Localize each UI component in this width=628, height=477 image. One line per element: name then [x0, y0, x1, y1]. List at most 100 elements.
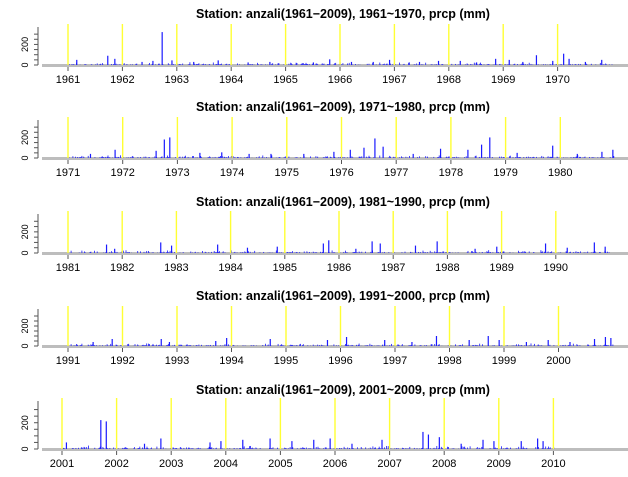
precip-bar: [369, 343, 371, 346]
precip-bar: [503, 251, 505, 253]
precip-bar: [386, 446, 387, 449]
precip-bar: [479, 343, 481, 346]
precip-bar: [187, 156, 189, 158]
precip-bar: [522, 251, 524, 253]
precip-bar: [421, 448, 422, 449]
precip-bar: [99, 446, 101, 449]
precip-peak-bar: [388, 59, 391, 65]
precip-bar: [575, 251, 577, 253]
precip-bar: [351, 156, 353, 158]
precip-bar: [451, 63, 453, 65]
precip-bar: [302, 63, 303, 65]
precip-bar: [434, 251, 436, 253]
precip-peak-bar: [436, 241, 438, 253]
precip-bar: [155, 64, 157, 65]
precip-bar: [550, 64, 552, 65]
precip-bar: [447, 446, 448, 449]
precip-bar: [389, 155, 391, 158]
precip-bar: [224, 344, 226, 346]
precip-bar: [250, 345, 252, 346]
panel-3: Station: anzali(1961−2009), 1981~1990, p…: [20, 195, 628, 274]
precip-bar: [547, 251, 549, 253]
precip-bar: [517, 64, 518, 65]
precip-bar: [268, 252, 270, 253]
precip-bar: [102, 156, 103, 158]
precip-bar: [260, 64, 262, 65]
precip-bar: [583, 252, 585, 253]
precip-bar: [538, 447, 539, 449]
precip-bar: [441, 64, 443, 65]
precip-bar: [526, 156, 527, 158]
precip-bar: [493, 345, 495, 346]
precip-bar: [569, 252, 571, 253]
precip-bar: [577, 251, 579, 253]
precip-bar: [419, 252, 421, 253]
precip-bar: [94, 250, 95, 253]
precip-bar: [467, 447, 468, 449]
precip-bar: [438, 155, 440, 158]
y-tick-label: 200: [20, 318, 30, 333]
precip-bar: [299, 252, 301, 253]
precip-bar: [131, 155, 133, 158]
precip-bar: [179, 446, 181, 449]
precip-bar: [305, 62, 307, 65]
precip-bar: [579, 156, 580, 158]
precip-bar: [572, 252, 574, 253]
precip-bar: [475, 251, 477, 253]
precip-bar: [310, 448, 312, 449]
x-tick-label: 1976: [329, 167, 353, 179]
precip-bar: [397, 344, 399, 346]
precip-peak-bar: [537, 438, 539, 449]
precip-bar: [224, 157, 226, 158]
precip-peak-bar: [107, 55, 109, 65]
x-tick-label: 1993: [165, 355, 189, 367]
precip-bar: [431, 252, 433, 253]
precip-bar: [404, 251, 406, 253]
precip-bar: [438, 448, 439, 449]
x-tick-label: 2008: [432, 458, 456, 470]
precip-bar: [414, 344, 416, 346]
precip-bar: [547, 448, 548, 449]
precip-peak-bar: [468, 340, 470, 346]
precip-bar: [146, 250, 148, 253]
precip-peak-bar: [220, 441, 222, 449]
precip-bar: [398, 344, 400, 346]
precip-bar: [339, 156, 341, 158]
precip-bar: [333, 344, 335, 346]
precip-bar: [149, 62, 150, 65]
precip-peak-bar: [333, 151, 335, 158]
precip-bar: [210, 157, 211, 158]
precip-peak-bar: [584, 61, 586, 65]
precip-bar: [211, 447, 213, 449]
precip-bar: [321, 345, 323, 346]
precip-bar: [190, 345, 192, 346]
precip-bar: [437, 157, 438, 158]
precip-bar: [211, 251, 212, 253]
precip-bar: [427, 156, 428, 158]
x-tick-label: 1990: [544, 262, 568, 274]
precip-bar: [479, 63, 481, 65]
precip-bar: [142, 447, 143, 449]
precip-bar: [244, 157, 246, 158]
precip-bar: [372, 63, 373, 65]
precip-bar: [245, 252, 247, 253]
precip-bar: [321, 252, 323, 253]
precip-bar: [210, 344, 211, 346]
precip-bar: [410, 345, 412, 346]
precip-bar: [457, 157, 459, 158]
precip-peak-bar: [169, 137, 171, 158]
precip-bar: [300, 343, 301, 346]
precip-bar: [525, 448, 527, 449]
precip-bar: [236, 448, 238, 449]
precip-bar: [197, 64, 199, 65]
precip-bar: [199, 448, 201, 449]
precip-bar: [347, 157, 348, 158]
precip-bar: [176, 448, 178, 449]
precip-bar: [99, 345, 101, 346]
precip-bar: [541, 345, 543, 346]
precip-bar: [81, 250, 83, 253]
precip-bar: [317, 64, 319, 65]
precip-bar: [479, 252, 481, 253]
precip-bar: [530, 343, 532, 346]
